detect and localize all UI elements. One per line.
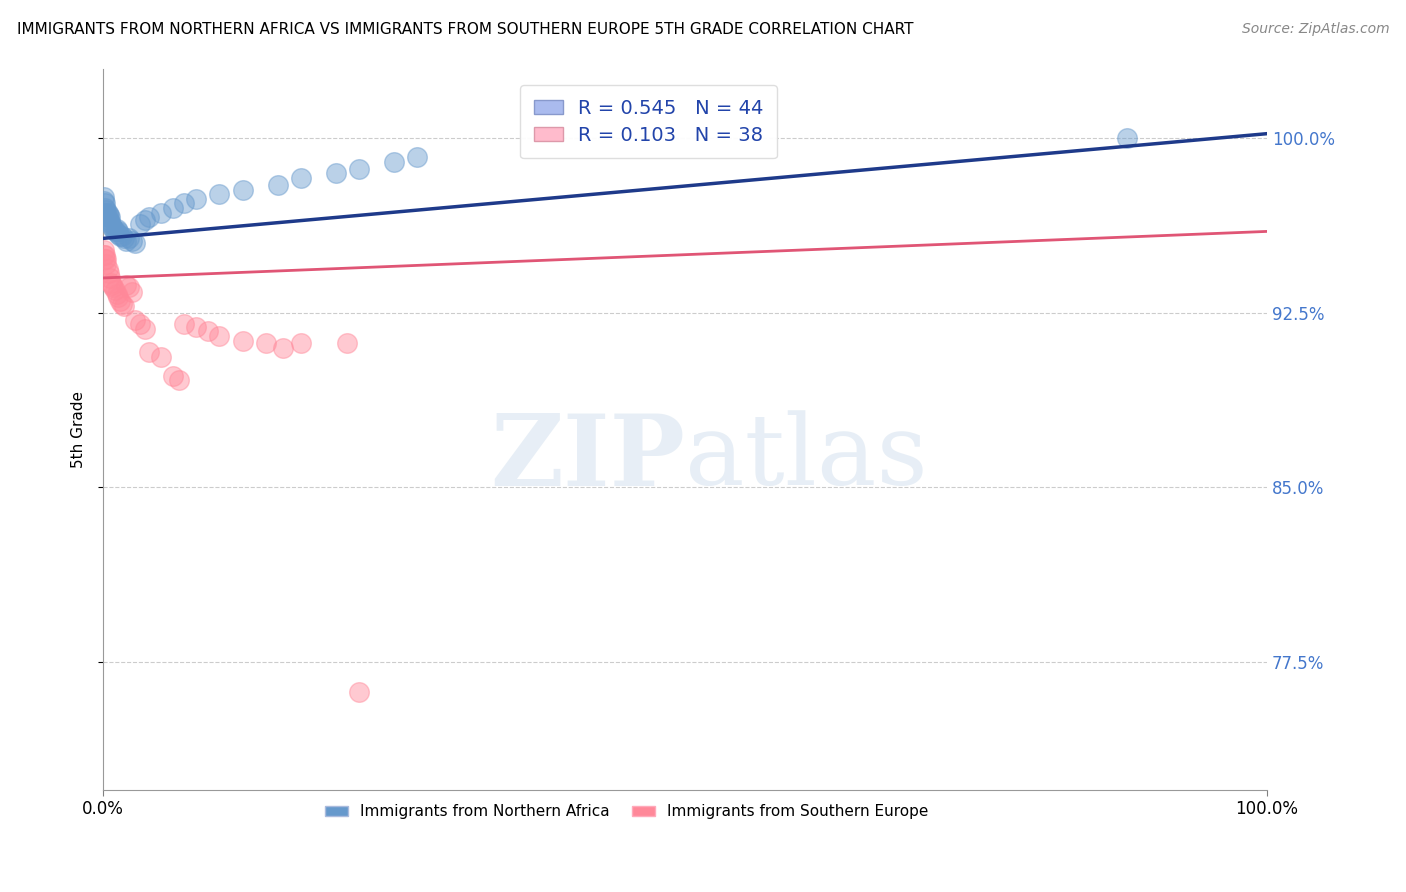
Point [103,222,125,236]
Point [117,231,139,245]
Point [94,196,117,211]
Text: ZIP: ZIP [491,409,685,507]
Point [112,299,135,313]
Point [97,261,120,276]
Point [162,201,184,215]
Y-axis label: 5th Grade: 5th Grade [72,391,86,467]
Point [129,218,152,232]
Point [382,154,405,169]
Point [325,166,347,180]
Point [105,222,128,236]
Point [124,235,146,250]
Point [290,336,312,351]
Point [121,285,143,299]
Point [134,212,156,227]
Point [94,252,117,267]
Point [347,161,370,176]
Point [97,206,120,220]
Point [138,211,160,225]
Point [107,224,129,238]
Point [184,319,207,334]
Text: Source: ZipAtlas.com: Source: ZipAtlas.com [1241,22,1389,37]
Point [197,325,219,339]
Point [104,224,127,238]
Point [101,277,124,292]
Point [100,218,122,232]
Text: IMMIGRANTS FROM NORTHERN AFRICA VS IMMIGRANTS FROM SOUTHERN EUROPE 5TH GRADE COR: IMMIGRANTS FROM NORTHERN AFRICA VS IMMIG… [17,22,914,37]
Point [110,229,132,244]
Point [103,224,125,238]
Point [97,211,120,225]
Point [162,368,184,383]
Point [134,322,156,336]
Point [96,252,118,267]
Point [1116,131,1139,145]
Point [150,206,173,220]
Point [124,313,146,327]
Point [266,178,288,192]
Point [93,243,115,257]
Point [107,227,129,241]
Point [232,334,254,348]
Point [112,231,135,245]
Point [117,280,139,294]
Point [98,211,121,225]
Point [93,194,115,209]
Point [173,196,195,211]
Point [100,276,122,290]
Point [121,234,143,248]
Point [97,212,120,227]
Point [96,257,118,271]
Point [110,294,132,309]
Point [97,266,120,280]
Point [94,248,117,262]
Point [290,170,312,185]
Point [232,182,254,196]
Point [138,345,160,359]
Text: atlas: atlas [685,410,928,506]
Point [173,318,195,332]
Point [98,271,121,285]
Point [336,336,359,351]
Point [129,318,152,332]
Point [101,219,124,234]
Point [97,208,120,222]
Point [110,229,132,244]
Point [105,287,128,301]
Point [103,280,125,294]
Point [254,336,277,351]
Point [115,234,138,248]
Point [94,206,117,220]
Point [98,215,121,229]
Point [93,189,115,203]
Point [93,248,115,262]
Point [107,289,129,303]
Point [208,329,231,343]
Point [103,283,125,297]
Point [273,341,295,355]
Point [115,277,138,292]
Point [96,208,118,222]
Point [110,296,132,310]
Point [208,187,231,202]
Point [150,350,173,364]
Point [94,201,117,215]
Point [347,685,370,699]
Point [167,373,190,387]
Legend: Immigrants from Northern Africa, Immigrants from Southern Europe: Immigrants from Northern Africa, Immigra… [319,798,935,826]
Point [184,192,207,206]
Point [406,150,429,164]
Point [96,203,118,218]
